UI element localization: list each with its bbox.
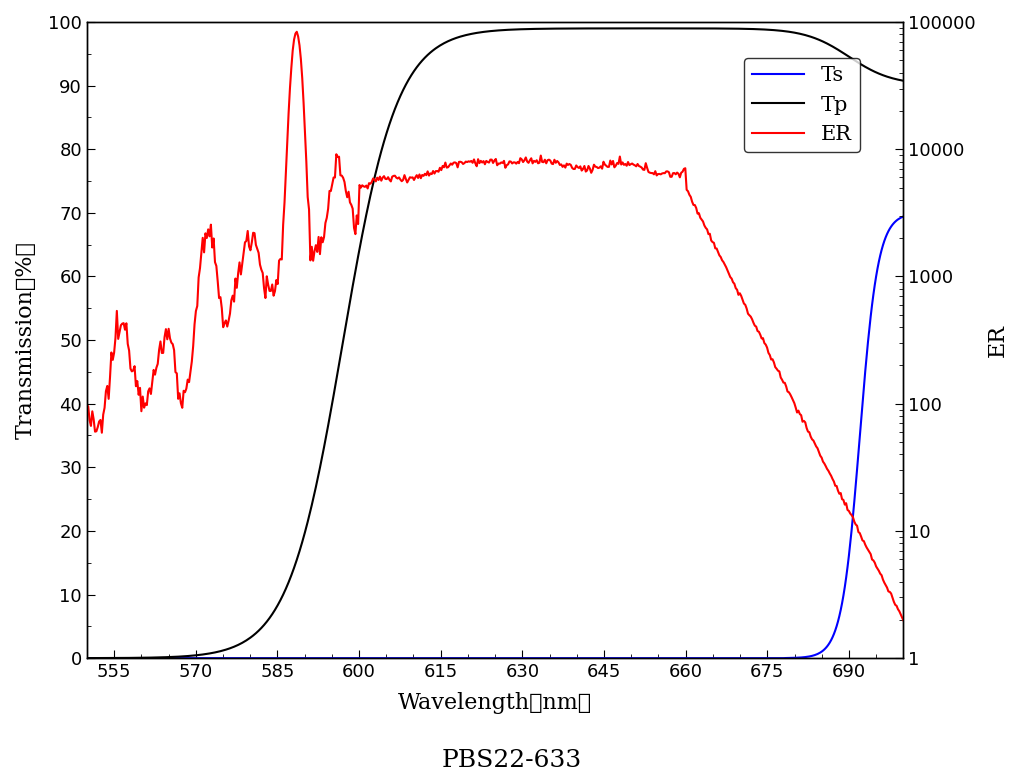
Y-axis label: ER: ER	[987, 324, 1009, 357]
Ts	[81, 653, 93, 662]
ER	[628, 160, 640, 169]
Legend: Ts, Tp, ER: Ts, Tp, ER	[743, 58, 860, 152]
Ts	[291, 653, 303, 662]
Tp	[897, 76, 909, 85]
Tp	[451, 33, 463, 42]
Ts	[695, 653, 708, 662]
Text: PBS22-633: PBS22-633	[442, 750, 582, 772]
Tp	[291, 555, 303, 564]
Ts	[225, 653, 238, 662]
Tp	[81, 653, 93, 662]
ER	[81, 401, 93, 410]
Tp	[697, 24, 710, 33]
Tp	[562, 24, 574, 33]
ER	[563, 159, 575, 169]
ER	[225, 296, 238, 305]
Ts	[562, 653, 574, 662]
Tp	[225, 643, 238, 652]
Line: Tp: Tp	[87, 28, 903, 658]
ER	[452, 162, 464, 172]
Tp	[626, 24, 638, 33]
Line: Ts: Ts	[87, 216, 903, 658]
Ts	[451, 653, 463, 662]
ER	[697, 216, 710, 226]
ER	[291, 27, 303, 37]
Ts	[897, 212, 909, 221]
ER	[292, 32, 304, 42]
Line: ER: ER	[87, 32, 903, 620]
Y-axis label: Transmission（%）: Transmission（%）	[15, 241, 37, 439]
Ts	[626, 653, 638, 662]
ER	[897, 615, 909, 625]
X-axis label: Wavelength（nm）: Wavelength（nm）	[398, 692, 592, 714]
Tp	[644, 24, 656, 33]
